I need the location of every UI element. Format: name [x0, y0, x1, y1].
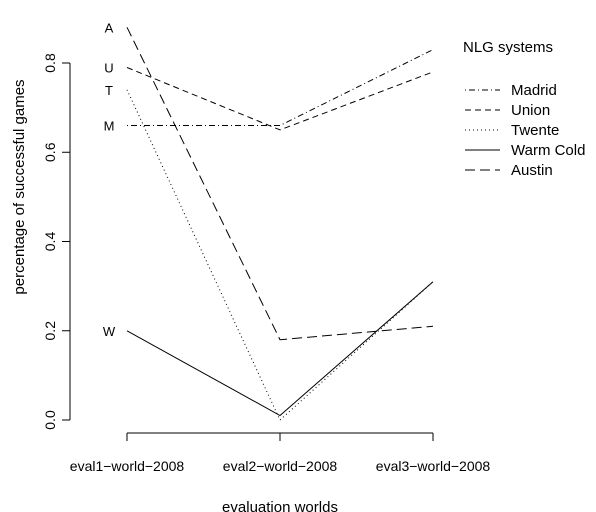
series-marker-labels: M UT W A	[103, 20, 116, 338]
x-ticks: eval1−world−2008 eval2−world−2008 eval3−wo…	[70, 433, 491, 474]
x-tick-label: eval3−world−2008	[376, 458, 491, 474]
series-marker-label: M	[104, 118, 115, 133]
x-tick-label: eval2−world−2008	[223, 458, 338, 474]
x-tick-label: eval1−world−2008	[70, 458, 185, 474]
y-axis-title: percentage of successful games	[11, 79, 28, 294]
x-axis-title: evaluation worlds	[222, 499, 338, 512]
y-ticks: 0.0 0.2 0.4 0.6 0.8	[42, 53, 70, 430]
series-marker-label: U	[104, 60, 113, 75]
legend-label: Union	[511, 102, 550, 119]
series-line-warm-cold	[126, 281, 434, 417]
legend-label: Madrid	[511, 82, 557, 99]
series-group	[126, 27, 434, 421]
y-tick-label: 0.2	[42, 321, 58, 341]
y-tick-label: 0.4	[42, 232, 58, 252]
legend-label: Warm Cold	[511, 142, 585, 159]
series-line-twente	[126, 89, 434, 421]
series-marker-label: W	[103, 324, 116, 339]
legend-label: Twente	[511, 122, 559, 139]
y-tick-label: 0.0	[42, 410, 58, 430]
series-marker-label: T	[105, 83, 113, 98]
legend-label: Austin	[511, 162, 553, 179]
series-line-austin	[126, 27, 434, 341]
series-line-union	[126, 67, 434, 131]
y-tick-label: 0.8	[42, 53, 58, 73]
legend-title: NLG systems	[463, 39, 553, 56]
series-marker-label: A	[105, 20, 114, 35]
series-line-madrid	[127, 49, 434, 126]
y-tick-label: 0.6	[42, 142, 58, 162]
legend: NLG systems Madrid Union Twente Warm Cold Au…	[463, 39, 585, 179]
